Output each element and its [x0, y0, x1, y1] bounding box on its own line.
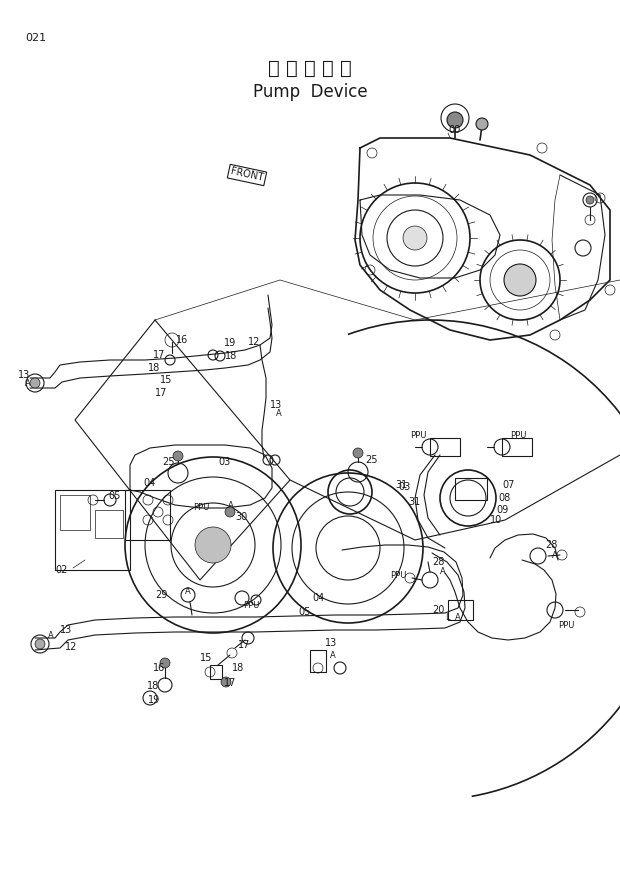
- Circle shape: [195, 527, 231, 563]
- Text: 25: 25: [162, 457, 174, 467]
- Text: 05: 05: [298, 607, 311, 617]
- Text: PPU: PPU: [390, 570, 406, 580]
- Text: 18: 18: [232, 663, 244, 673]
- Text: 10: 10: [490, 515, 502, 525]
- Text: 16: 16: [176, 335, 188, 345]
- Text: PPU: PPU: [243, 601, 259, 610]
- Text: 19: 19: [224, 338, 236, 348]
- Text: 17: 17: [238, 640, 250, 650]
- Text: 00: 00: [448, 125, 460, 135]
- Bar: [455, 478, 487, 500]
- Bar: [310, 650, 326, 672]
- Bar: [55, 490, 130, 570]
- Text: PPU: PPU: [558, 620, 574, 630]
- Circle shape: [504, 264, 536, 296]
- Text: A: A: [48, 632, 54, 640]
- Text: 31: 31: [408, 497, 420, 507]
- Circle shape: [30, 378, 40, 388]
- Text: 13: 13: [325, 638, 337, 648]
- Text: 05: 05: [108, 491, 120, 501]
- Text: 31: 31: [395, 480, 407, 490]
- Circle shape: [476, 118, 488, 130]
- Bar: [502, 438, 532, 456]
- Text: 30: 30: [235, 512, 247, 522]
- Text: A: A: [440, 568, 446, 576]
- Text: 12: 12: [65, 642, 78, 652]
- Text: 13: 13: [60, 625, 73, 635]
- Text: 29: 29: [155, 590, 167, 600]
- Text: 03: 03: [218, 457, 230, 467]
- Text: PPU: PPU: [193, 504, 210, 512]
- Circle shape: [447, 112, 463, 128]
- Circle shape: [353, 448, 363, 458]
- Text: 15: 15: [200, 653, 213, 663]
- Text: 03: 03: [398, 482, 410, 492]
- Text: 07: 07: [502, 480, 515, 490]
- Circle shape: [173, 451, 183, 461]
- Text: A: A: [276, 409, 281, 419]
- Text: A: A: [455, 613, 461, 623]
- Text: 13: 13: [270, 400, 282, 410]
- Text: PPU: PPU: [510, 430, 526, 440]
- Text: 28: 28: [545, 540, 557, 550]
- Bar: [125, 490, 170, 540]
- Text: 17: 17: [153, 350, 166, 360]
- Text: 08: 08: [498, 493, 510, 503]
- Circle shape: [403, 226, 427, 250]
- Circle shape: [160, 658, 170, 668]
- Circle shape: [586, 196, 594, 204]
- Circle shape: [221, 677, 231, 687]
- Bar: [60, 495, 90, 530]
- Text: 19: 19: [148, 695, 160, 705]
- Text: 04: 04: [312, 593, 324, 603]
- Text: Pump  Device: Pump Device: [253, 83, 367, 101]
- Text: 021: 021: [25, 33, 46, 43]
- Text: 04: 04: [143, 478, 155, 488]
- Text: A: A: [330, 651, 336, 660]
- Text: 18: 18: [148, 363, 160, 373]
- Text: 09: 09: [496, 505, 508, 515]
- Text: 20: 20: [432, 605, 445, 615]
- Text: A: A: [185, 588, 191, 597]
- Text: 15: 15: [160, 375, 172, 385]
- Text: 18: 18: [225, 351, 237, 361]
- Circle shape: [225, 507, 235, 517]
- Text: 17: 17: [155, 388, 167, 398]
- Circle shape: [35, 639, 45, 649]
- Text: A: A: [228, 500, 234, 510]
- Text: 16: 16: [153, 663, 166, 673]
- Bar: [95, 510, 123, 538]
- Text: ポ ン プ 装 置: ポ ン プ 装 置: [268, 59, 352, 77]
- Text: 25: 25: [365, 455, 378, 465]
- Text: 02: 02: [55, 565, 68, 575]
- Text: 28: 28: [432, 557, 445, 567]
- Bar: [448, 600, 473, 620]
- Bar: [210, 665, 222, 679]
- Text: 12: 12: [248, 337, 260, 347]
- Text: L: L: [445, 613, 450, 623]
- Text: 17: 17: [224, 678, 236, 688]
- Text: 13: 13: [18, 370, 30, 380]
- Text: 18: 18: [147, 681, 159, 691]
- Text: A: A: [25, 379, 31, 388]
- Text: A: A: [552, 550, 558, 560]
- Bar: [430, 438, 460, 456]
- Text: PPU: PPU: [410, 430, 427, 440]
- Text: FRONT: FRONT: [229, 166, 264, 183]
